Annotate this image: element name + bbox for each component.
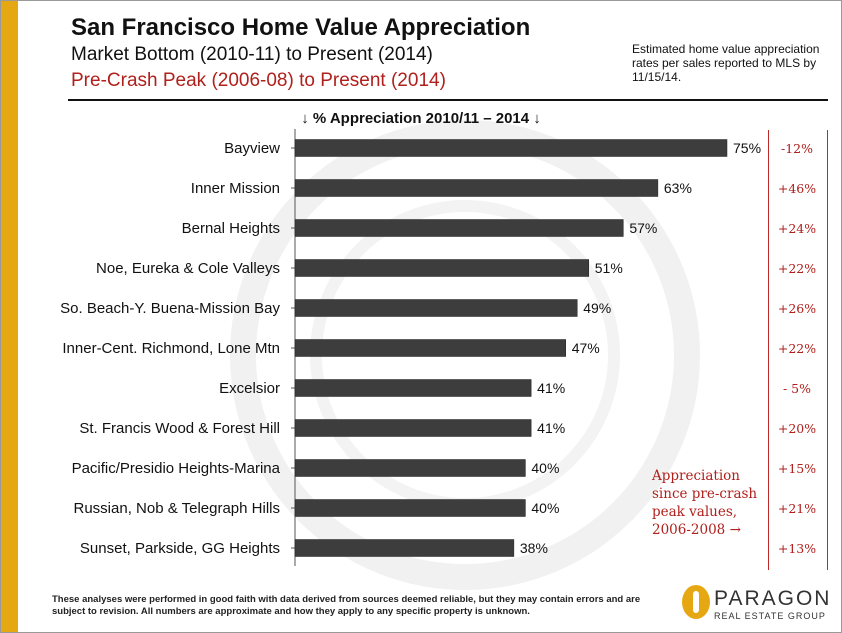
peak-appreciation-label: +22% bbox=[778, 261, 816, 276]
logo-name: PARAGON bbox=[714, 587, 832, 610]
peak-appreciation-label: +24% bbox=[778, 221, 816, 236]
gold-accent-bar bbox=[0, 0, 18, 633]
page-title: San Francisco Home Value Appreciation bbox=[71, 14, 531, 41]
peak-appreciation-column bbox=[768, 130, 828, 570]
chart-title: ↓ % Appreciation 2010/11 – 2014 ↓ bbox=[301, 110, 541, 127]
category-label: St. Francis Wood & Forest Hill bbox=[79, 420, 280, 437]
bar bbox=[294, 459, 526, 477]
peak-appreciation-label: +22% bbox=[778, 341, 816, 356]
estimate-note: Estimated home value appreciation rates … bbox=[632, 42, 820, 84]
paragon-logo-icon-detail bbox=[693, 591, 699, 613]
category-label: Bayview bbox=[224, 140, 280, 157]
bar bbox=[294, 299, 578, 317]
value-label: 75% bbox=[733, 140, 761, 156]
bar bbox=[294, 539, 515, 557]
category-label: Inner Mission bbox=[191, 180, 280, 197]
value-label: 41% bbox=[537, 420, 565, 436]
peak-appreciation-label: +26% bbox=[778, 301, 816, 316]
peak-appreciation-note: Appreciation since pre-crash peak values… bbox=[652, 468, 758, 538]
category-label: Sunset, Parkside, GG Heights bbox=[80, 540, 280, 557]
bar bbox=[294, 499, 526, 517]
subtitle-market-bottom: Market Bottom (2010-11) to Present (2014… bbox=[71, 44, 433, 65]
bar bbox=[294, 259, 590, 277]
bar bbox=[294, 179, 659, 197]
category-label: Excelsior bbox=[219, 380, 280, 397]
value-label: 41% bbox=[537, 380, 565, 396]
bar bbox=[294, 419, 532, 437]
value-label: 63% bbox=[664, 180, 692, 196]
peak-appreciation-label: +15% bbox=[778, 461, 816, 476]
category-label: Noe, Eureka & Cole Valleys bbox=[96, 260, 280, 277]
peak-appreciation-label: +13% bbox=[778, 541, 816, 556]
bar bbox=[294, 219, 624, 237]
subtitle-pre-crash-peak: Pre-Crash Peak (2006-08) to Present (201… bbox=[71, 70, 446, 91]
value-label: 51% bbox=[595, 260, 623, 276]
category-label: So. Beach-Y. Buena-Mission Bay bbox=[60, 300, 280, 317]
header-divider bbox=[68, 99, 828, 101]
category-label: Russian, Nob & Telegraph Hills bbox=[74, 500, 281, 517]
value-label: 40% bbox=[531, 500, 559, 516]
category-label: Bernal Heights bbox=[182, 220, 280, 237]
value-label: 38% bbox=[520, 540, 548, 556]
value-label: 49% bbox=[583, 300, 611, 316]
bar bbox=[294, 339, 566, 357]
peak-appreciation-label: +46% bbox=[778, 181, 816, 196]
peak-appreciation-label: -12% bbox=[781, 141, 813, 156]
category-label: Pacific/Presidio Heights-Marina bbox=[72, 460, 281, 477]
disclaimer-footer: These analyses were performed in good fa… bbox=[52, 594, 641, 617]
bar bbox=[294, 139, 728, 157]
peak-appreciation-label: - 5% bbox=[783, 381, 811, 396]
value-label: 47% bbox=[572, 340, 600, 356]
category-label: Inner-Cent. Richmond, Lone Mtn bbox=[62, 340, 280, 357]
bar bbox=[294, 379, 532, 397]
peak-appreciation-label: +21% bbox=[778, 501, 816, 516]
value-label: 40% bbox=[531, 460, 559, 476]
logo-tagline: REAL ESTATE GROUP bbox=[714, 611, 826, 621]
value-label: 57% bbox=[629, 220, 657, 236]
peak-appreciation-label: +20% bbox=[778, 421, 816, 436]
